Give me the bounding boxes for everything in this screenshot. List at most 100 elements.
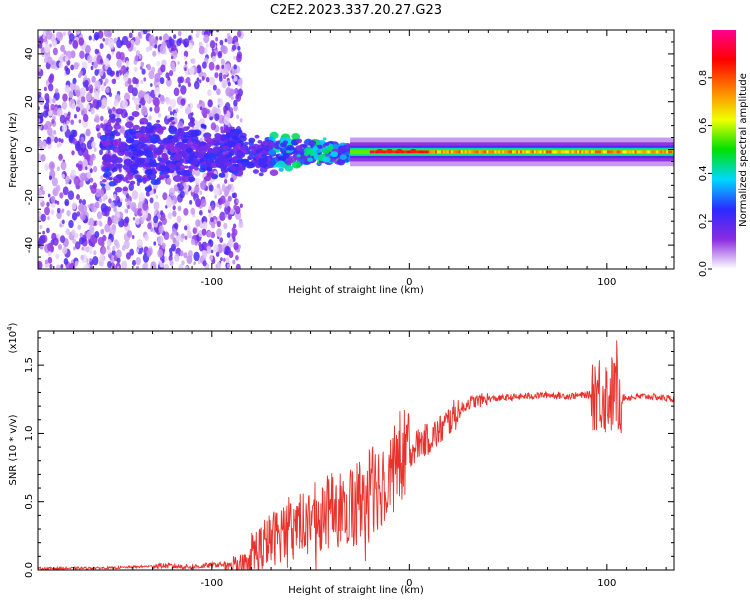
carrier-core: [482, 150, 485, 154]
spectrogram-speck: [85, 86, 90, 92]
spectrogram-speck: [101, 178, 107, 183]
spectrogram-speck: [208, 76, 216, 86]
spectrogram-speck: [101, 154, 112, 162]
spectrogram-speck: [153, 150, 158, 154]
carrier-core: [573, 150, 576, 154]
spectrogram-speck: [282, 153, 290, 159]
spectrogram-speck: [233, 64, 237, 70]
spectrogram-speck: [193, 80, 200, 90]
spectrogram-speck: [60, 264, 64, 269]
spectrogram-speck: [58, 153, 63, 161]
spectrogram-speck: [135, 132, 143, 138]
carrier-core: [502, 150, 505, 154]
spectrogram-speck: [63, 50, 67, 55]
spectrogram-speck: [322, 156, 331, 163]
spectrogram-speck: [113, 206, 118, 213]
snr-series-line: [38, 340, 674, 570]
spectrogram-speck: [224, 179, 228, 184]
spectrogram-speck: [127, 204, 130, 209]
spectrogram-speck: [94, 80, 101, 90]
spectrogram-speck: [173, 153, 183, 161]
spectrogram-speck: [60, 209, 64, 214]
spectrogram-speck: [74, 232, 79, 239]
spectrogram-speck: [140, 79, 144, 85]
spectrogram-speck: [169, 259, 174, 266]
spectrogram-speck: [190, 207, 196, 215]
spectrogram-speck: [99, 43, 104, 50]
spectrogram-speck: [204, 136, 212, 143]
colorbar-tick-label: 0.8: [698, 70, 709, 86]
carrier-core: [551, 150, 555, 154]
spectrogram-speck: [207, 99, 213, 108]
spectrogram-speck: [100, 175, 103, 180]
spectrogram-speck: [218, 67, 222, 72]
carrier-core: [531, 150, 535, 154]
spectrogram-speck: [226, 205, 231, 213]
spectrogram-speck: [201, 250, 208, 259]
carrier-core: [541, 150, 545, 154]
carrier-core: [624, 150, 628, 154]
spectrogram-speck: [100, 115, 104, 122]
carrier-core: [620, 150, 624, 154]
spectrogram-speck: [53, 136, 59, 143]
spectrogram-speck: [93, 31, 100, 41]
spectrogram-speck: [106, 239, 112, 247]
carrier-core: [610, 150, 614, 154]
spectrogram-speck: [229, 165, 236, 171]
spectrogram-speck: [89, 168, 93, 174]
carrier-core: [510, 150, 513, 154]
spectrogram-speck: [181, 260, 185, 266]
spectrogram-speck: [210, 122, 217, 131]
spectrogram-speck: [216, 64, 220, 70]
carrier-core: [464, 150, 468, 154]
spectrogram-speck: [159, 44, 166, 55]
spectrogram-speck: [159, 77, 165, 85]
spectrogram-speck: [206, 108, 210, 115]
carrier-core: [646, 150, 649, 154]
spectrogram-speck: [234, 150, 244, 157]
spectrogram-speck: [159, 36, 163, 41]
spectrogram-speck: [80, 136, 85, 143]
spectrogram-speck: [177, 30, 182, 37]
spectrogram-speck: [102, 196, 106, 202]
spectrogram-speck: [47, 193, 51, 198]
spectrogram-speck: [216, 229, 222, 237]
spectrogram-speck: [152, 50, 157, 57]
spectrogram-speck: [132, 124, 140, 131]
spectrogram-speck: [93, 61, 98, 69]
spectrogram-speck: [170, 55, 174, 60]
carrier-core: [417, 150, 420, 154]
spectrogram-speck: [220, 195, 226, 204]
spectrogram-speck: [231, 44, 237, 51]
carrier-core: [500, 150, 503, 154]
spectrogram-speck: [46, 201, 50, 207]
spectrogram-speck: [225, 161, 233, 167]
spectrogram-speck: [58, 61, 63, 68]
spectrogram-speck: [222, 74, 227, 80]
carrier-core: [490, 150, 493, 154]
carrier-core: [654, 150, 657, 154]
spectrogram-speck: [48, 83, 54, 92]
spectrogram-speck: [161, 158, 167, 163]
carrier-core: [529, 150, 533, 154]
carrier-core: [591, 150, 594, 154]
spectrogram-speck: [268, 136, 274, 141]
spectrogram-speck: [124, 81, 129, 87]
spectrogram-speck: [261, 153, 267, 159]
spectrogram-speck: [47, 216, 50, 221]
spectrogram-speck: [112, 245, 116, 251]
spectrogram-speck: [154, 210, 157, 215]
spectrogram-speck: [219, 211, 226, 221]
spectrogram-speck: [129, 180, 136, 185]
spectrogram-speck: [131, 190, 139, 200]
spectrogram-speck: [214, 219, 217, 223]
spectrogram-speck: [70, 119, 75, 125]
carrier-core: [385, 150, 389, 154]
y-tick-label: 1.0: [24, 425, 35, 441]
spectrogram-speck: [278, 167, 284, 172]
spectrogram-speck: [261, 149, 267, 154]
carrier-core: [644, 150, 647, 154]
spectrogram-speck: [94, 201, 100, 209]
spectrogram-speck: [193, 261, 196, 265]
